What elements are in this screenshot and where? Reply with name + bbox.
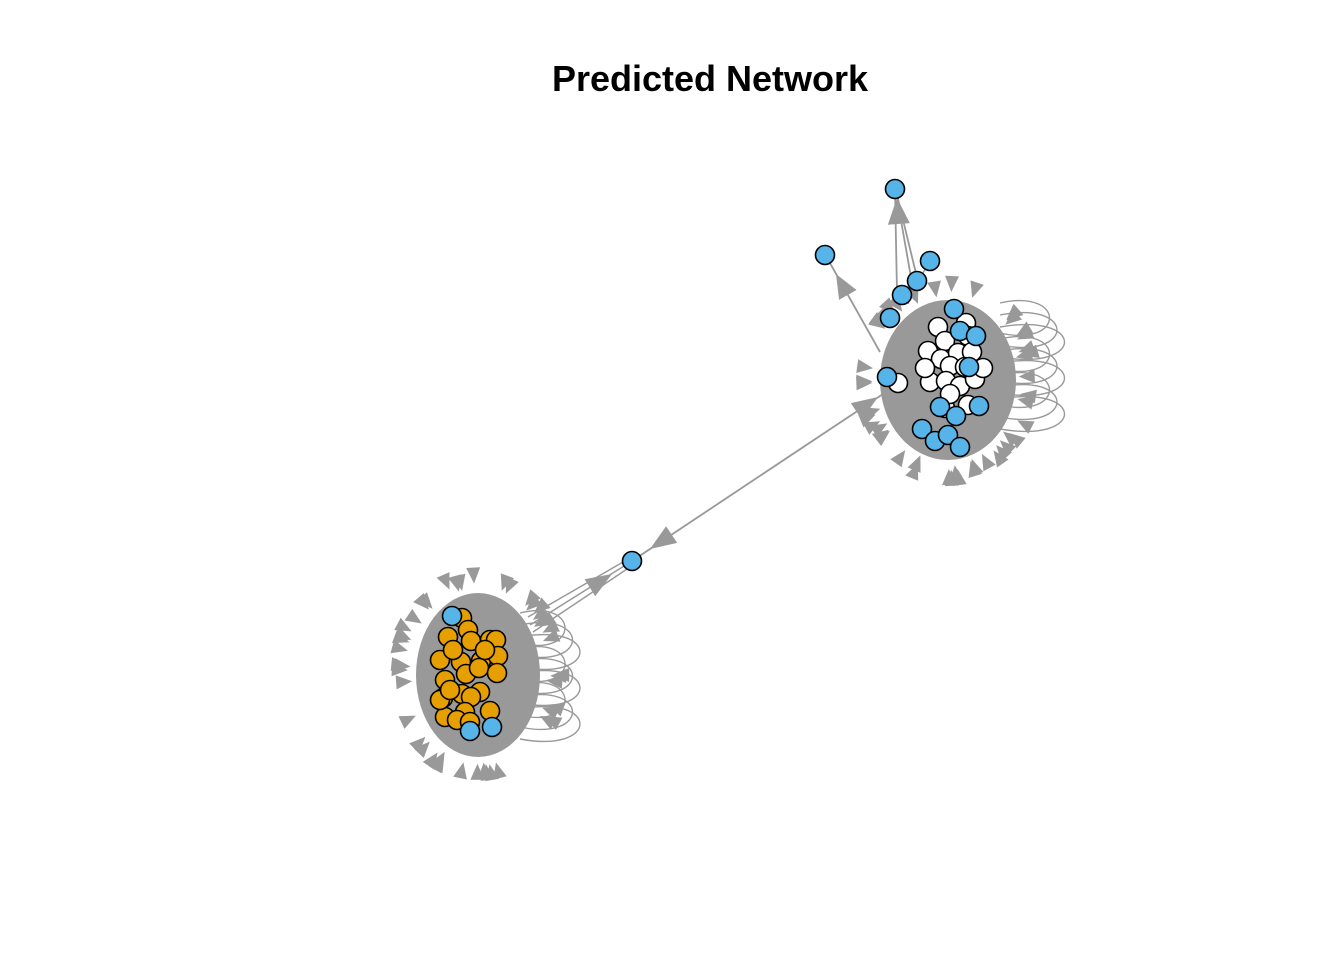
left-cluster-arrowhead xyxy=(404,608,422,624)
right-cluster-arrowhead xyxy=(1015,346,1034,361)
left-cluster-node-orange xyxy=(486,662,508,684)
nodes xyxy=(429,178,994,742)
right-cluster-arrowhead xyxy=(1003,431,1020,448)
left-cluster-arrowhead xyxy=(413,592,429,610)
right-cluster-arrowhead xyxy=(907,455,921,473)
left-self-loop xyxy=(519,705,581,743)
arrowhead-to-top-node xyxy=(887,198,910,225)
right-cluster-arrowhead xyxy=(945,275,960,293)
right-cluster-node-white xyxy=(914,357,936,379)
edge-bridge-to-right xyxy=(631,391,887,562)
right-cluster-arrowhead xyxy=(968,460,982,478)
left-cluster-arrowhead xyxy=(390,639,408,654)
right-self-loop xyxy=(999,323,1066,361)
arrowhead-to-outlier xyxy=(836,274,857,300)
left-cluster-arrowhead xyxy=(390,657,408,672)
left-cluster-arrowhead xyxy=(409,736,426,754)
right-cluster-node-blue xyxy=(943,298,965,320)
bridge-node xyxy=(621,550,643,572)
left-cluster-node-orange xyxy=(468,657,490,679)
left-self-loop xyxy=(519,633,581,671)
right-self-loop xyxy=(999,347,1058,385)
right-cluster-node-blue xyxy=(965,325,987,347)
right-self-loop xyxy=(999,383,1058,421)
right-cluster-arrowhead xyxy=(890,450,906,468)
left-cluster-arrowhead xyxy=(542,619,560,633)
left-cluster-arrowhead xyxy=(395,675,413,690)
right-cluster-node-blue xyxy=(906,270,928,292)
left-cluster-arrowhead xyxy=(394,617,412,632)
right-cluster-arrowhead xyxy=(856,359,874,374)
right-cluster-arrowhead xyxy=(927,280,941,298)
right-cluster-arrowhead xyxy=(1017,420,1035,434)
right-cluster-node-blue xyxy=(968,395,990,417)
left-cluster-arrowhead xyxy=(393,627,412,640)
right-self-loop xyxy=(999,311,1058,349)
edge-right-to-outlier xyxy=(825,255,881,353)
right-cluster-node-blue xyxy=(891,284,913,306)
arrowhead-to-bridge-from-right xyxy=(650,526,678,549)
right-cluster-node-blue xyxy=(958,356,980,378)
left-cluster-arrowhead xyxy=(466,567,481,584)
right-cluster-node-blue xyxy=(879,307,901,329)
outlier-node xyxy=(814,244,836,266)
right-cluster-arrowhead xyxy=(869,423,888,438)
right-cluster-arrowhead xyxy=(996,445,1012,462)
arrowhead-to-right xyxy=(850,397,878,420)
left-cluster-arrowhead xyxy=(534,597,551,614)
right-cluster-node-blue xyxy=(945,405,967,427)
left-cluster-arrowhead xyxy=(398,715,416,729)
left-cluster-arrowhead xyxy=(453,762,467,780)
edge-left-to-bridge xyxy=(532,564,634,633)
right-cluster-node-blue xyxy=(876,366,898,388)
edge-left-to-bridge xyxy=(529,560,633,626)
right-cluster-arrowhead xyxy=(856,376,873,391)
right-cluster-arrowhead xyxy=(981,453,996,472)
left-cluster-arrowhead xyxy=(436,572,450,590)
right-cluster-arrowhead xyxy=(999,440,1017,457)
left-cluster-arrowhead xyxy=(500,573,514,591)
left-cluster-node-orange xyxy=(439,679,461,701)
left-cluster-node-orange xyxy=(442,639,464,661)
right-cluster-arrowhead xyxy=(952,469,967,486)
edge-left-to-bridge xyxy=(527,557,631,618)
right-cluster-arrowhead xyxy=(868,313,886,329)
node-blue xyxy=(919,250,941,272)
left-cluster-node-orange xyxy=(474,639,496,661)
top-node xyxy=(884,178,906,200)
left-cluster-node-blue xyxy=(459,720,481,742)
left-cluster-arrowhead xyxy=(413,741,430,759)
left-cluster-arrowhead xyxy=(526,594,543,611)
right-cluster-node-blue xyxy=(949,436,971,458)
left-cluster-arrowhead xyxy=(430,755,445,774)
right-cluster-node-blue xyxy=(911,418,933,440)
right-cluster-arrowhead xyxy=(993,450,1009,468)
right-self-loop xyxy=(999,395,1066,433)
left-cluster-arrowhead xyxy=(545,716,563,730)
left-self-loop xyxy=(519,669,581,707)
right-self-loop xyxy=(999,359,1066,397)
right-cluster-node-blue xyxy=(929,396,951,418)
edges xyxy=(390,189,1066,782)
arrowhead-to-bridge xyxy=(584,574,612,597)
left-cluster-node-blue xyxy=(481,716,503,738)
left-cluster-arrowhead xyxy=(485,764,500,782)
left-cluster-arrowhead xyxy=(451,573,466,591)
left-cluster-arrowhead xyxy=(532,604,550,620)
right-cluster-arrowhead xyxy=(1018,369,1035,384)
left-cluster-node-blue xyxy=(441,605,463,627)
plot-title: Predicted Network xyxy=(551,58,869,99)
right-cluster-arrowhead xyxy=(970,280,984,298)
